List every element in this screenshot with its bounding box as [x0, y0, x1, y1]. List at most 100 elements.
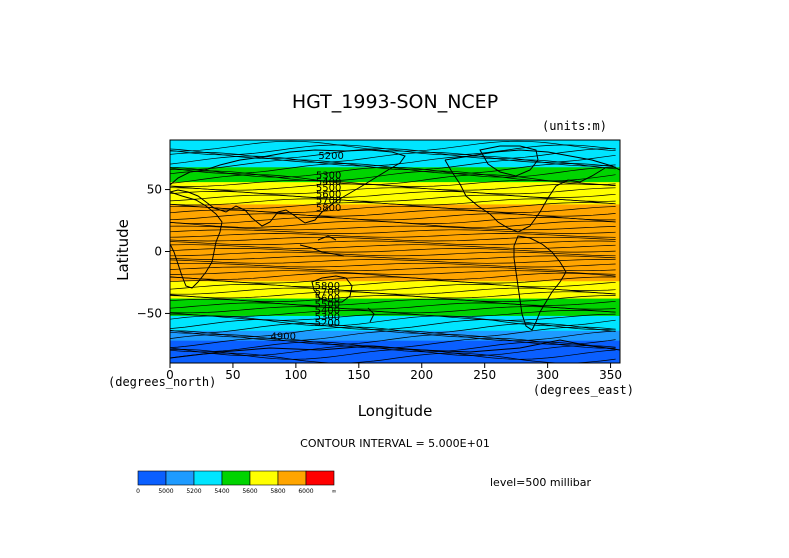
colorbar-swatch-6: [305, 470, 335, 486]
colorbar-swatch-1: [165, 470, 195, 486]
colorbar-tick-label-7: ∞: [332, 488, 337, 495]
x-axis: 0 50 100 150 200 250 300 350: [166, 363, 622, 382]
x-unit-label: (degrees_east): [533, 383, 634, 397]
level-label: level=500 millibar: [490, 476, 592, 489]
contour-line-9: [170, 319, 616, 330]
coastline-south-america: [513, 235, 567, 331]
contour-label-1: 5300: [316, 171, 341, 182]
contour-label-13: 5200: [315, 318, 340, 329]
contour-line-54: [170, 152, 616, 163]
contour-line-37: [170, 217, 616, 224]
contour-label-2: 5400: [316, 177, 341, 188]
y-axis: −50 0 50: [137, 183, 170, 320]
color-band-5: [170, 298, 620, 317]
contour-line-13: [170, 306, 616, 314]
y-tick-label-2: 50: [147, 183, 162, 197]
contour-label-3: 5500: [316, 183, 341, 194]
contour-line-30: [170, 244, 616, 249]
colorbar-tick-label-6: 6000: [298, 488, 313, 495]
x-tick-label-3: 150: [347, 368, 370, 382]
colorbar-swatch-3: [221, 470, 251, 486]
contour-label-9: 5600: [315, 293, 340, 304]
coastline-australia: [311, 275, 353, 303]
colorbar-swatch-5: [277, 470, 307, 486]
contour-line-10: [170, 315, 616, 327]
contour-line-35: [170, 225, 616, 231]
contour-interval: CONTOUR INTERVAL = 5.000E+01: [300, 437, 490, 450]
contour-label-12: 5300: [315, 312, 340, 323]
color-band-4: [170, 281, 620, 300]
y-tick-label-0: −50: [137, 306, 162, 320]
y-axis-title: Latitude: [114, 219, 132, 281]
chart-title: HGT_1993-SON_NCEP: [292, 91, 498, 113]
colorbar-tick-label-1: 5000: [158, 488, 173, 495]
contour-label-6: 5800: [316, 203, 341, 214]
contour-line-11: [170, 313, 616, 321]
colorbar-tick-label-4: 5600: [242, 488, 257, 495]
color-band-6: [170, 315, 620, 332]
contour-line-31: [170, 240, 616, 246]
y-unit-label: (degrees_north): [108, 375, 216, 389]
coastline-europe-asia: [170, 149, 406, 227]
y-tick-label-1: 0: [154, 245, 162, 259]
contour-label-8: 5700: [315, 287, 340, 298]
contour-line-52: [170, 159, 616, 171]
contour-line-21: [170, 276, 616, 284]
x-tick-label-5: 250: [473, 368, 496, 382]
color-band-7: [170, 330, 620, 342]
x-tick-label-7: 350: [599, 368, 622, 382]
contour-line-28: [170, 251, 616, 257]
contour-label-7: 5800: [315, 281, 340, 292]
colorbar-tick-label-0: 0: [136, 488, 140, 495]
coastline-indonesia: [299, 235, 345, 257]
contour-labels: 5200530054005500560057005800580057005600…: [271, 151, 344, 343]
coastline-new-zealand: [367, 307, 375, 323]
contour-line-43: [170, 194, 616, 202]
contour-line-14: [170, 302, 616, 310]
x-tick-label-2: 100: [284, 368, 307, 382]
contour-line-27: [170, 255, 616, 260]
contour-line-33: [170, 233, 616, 238]
contour-line-26: [170, 259, 616, 264]
x-axis-title: Longitude: [358, 402, 433, 420]
x-tick-label-4: 200: [410, 368, 433, 382]
contour-label-4: 5600: [316, 189, 341, 200]
coastline-antarctica: [170, 339, 620, 359]
colorbar-tick-label-2: 5200: [186, 488, 201, 495]
colorbar: 0 5000 5200 5400 5600 5800 6000 ∞: [136, 470, 337, 495]
color-band-1: [170, 167, 620, 183]
plot-area: 5200530054005500560057005800580057005600…: [170, 140, 620, 363]
contour-line-56: [170, 144, 616, 156]
coastline-africa: [170, 191, 223, 289]
contour-line-34: [170, 229, 616, 234]
contour-line-0: [170, 352, 616, 363]
contour-line-55: [170, 148, 616, 159]
contour-line-7: [170, 326, 616, 338]
contour-line-17: [170, 291, 616, 299]
contour-label-5: 5700: [316, 195, 341, 206]
contour-label-11: 5400: [315, 306, 340, 317]
contour-line-6: [170, 330, 616, 342]
coastline-greenland: [479, 145, 539, 177]
contour-label-0: 5200: [318, 151, 343, 162]
contour-line-40: [170, 205, 616, 213]
colorbar-swatch-2: [193, 470, 223, 486]
contour-label-14: 4900: [271, 332, 296, 343]
contour-line-25: [170, 262, 616, 268]
colorbar-tick-label-5: 5800: [270, 488, 285, 495]
contour-line-8: [170, 323, 616, 334]
contour-line-57: [170, 140, 616, 152]
colorbar-tick-label-3: 5400: [214, 488, 229, 495]
contour-line-42: [170, 198, 616, 206]
colorbar-swatch-0: [137, 470, 167, 486]
units-label: (units:m): [542, 119, 607, 133]
contour-lines: [170, 140, 616, 363]
contour-line-24: [170, 266, 616, 272]
contour-label-10: 5500: [315, 300, 340, 311]
contour-line-22: [170, 272, 616, 280]
contour-line-16: [170, 295, 616, 303]
contour-line-29: [170, 248, 616, 253]
contour-line-23: [170, 270, 616, 275]
coastline-north-america: [444, 149, 620, 233]
